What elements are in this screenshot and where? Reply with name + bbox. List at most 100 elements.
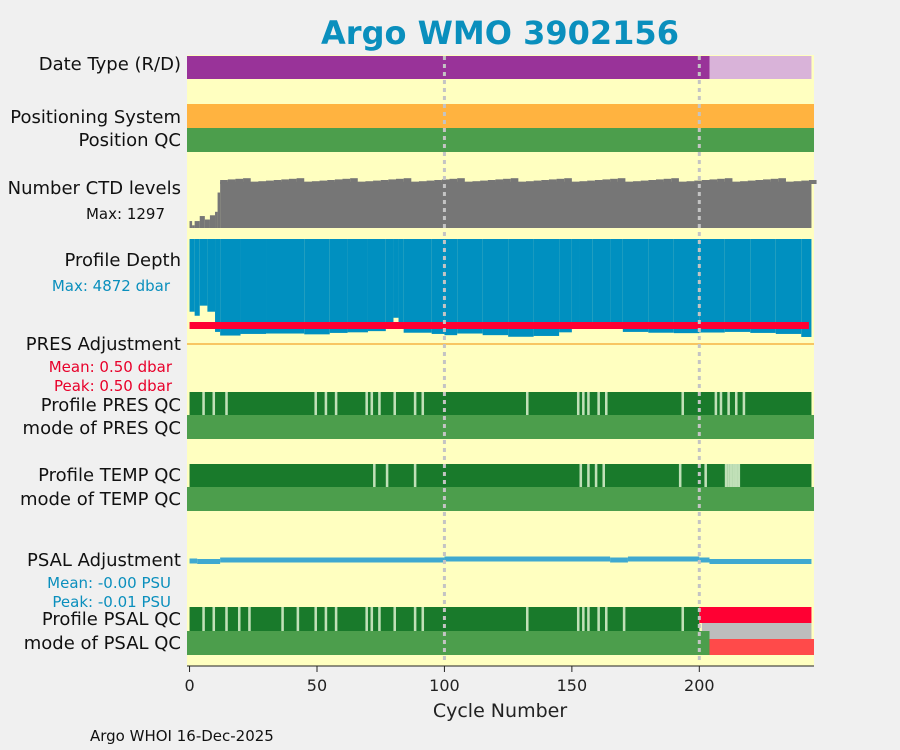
ctd-texture-24 (250, 181, 259, 186)
label-ctd-levels: Number CTD levels (8, 178, 181, 199)
x-axis: 0 50 100 150 200 Cycle Number (184, 665, 814, 722)
temp-qc-partial-156 (587, 464, 590, 487)
x-tick-label-50: 50 (307, 676, 327, 695)
depth-bar-2 (199, 239, 208, 306)
pres-qc-partial-206 (714, 392, 718, 415)
ctd-texture-114 (480, 180, 488, 185)
ctd-texture-174 (633, 181, 641, 186)
plot-background (187, 55, 814, 666)
ctd-texture-39 (288, 178, 297, 183)
ctd-texture-144 (556, 178, 565, 183)
depth-bar-9 (329, 239, 348, 333)
ctd-texture-120 (495, 179, 504, 184)
depth-bar-16 (431, 239, 445, 334)
ctd-texture-195 (686, 181, 695, 186)
ctd-texture-189 (671, 178, 679, 183)
psal-qc-partial-53 (324, 607, 328, 631)
psal-qc-gray-band (701, 623, 812, 639)
temp-qc-partial-72 (373, 464, 376, 487)
ctd-texture-21 (243, 178, 251, 183)
mode-temp-qc-band (187, 487, 814, 511)
ctd-texture-63 (350, 178, 358, 183)
ctd-bar-1 (192, 225, 195, 228)
ctd-texture-105 (457, 178, 465, 183)
ctd-texture-234 (785, 181, 794, 186)
ctd-texture-42 (296, 178, 305, 183)
ctd-texture-153 (579, 181, 588, 186)
psal-qc-partial-160 (597, 607, 600, 631)
pres-qc-partial-208 (719, 392, 723, 415)
ctd-texture-186 (663, 178, 672, 183)
date-real-time-band (187, 56, 710, 79)
x-tick-label-0: 0 (184, 676, 194, 695)
depth-bar-13 (393, 239, 399, 318)
pres-qc-partial-91 (421, 392, 425, 415)
depth-bar-32 (750, 239, 776, 333)
ctd-bar-0 (189, 221, 193, 228)
psal-adj-seg-3 (444, 556, 611, 562)
depth-bar-11 (367, 239, 386, 332)
psal-qc-partial-57 (334, 607, 338, 631)
psal-qc-partial-152 (576, 607, 580, 631)
label-profile-depth: Profile Depth (64, 250, 181, 271)
ctd-texture-51 (319, 180, 328, 185)
pres-qc-partial-71 (370, 392, 374, 415)
ctd-texture-57 (334, 179, 343, 184)
pres-qc-partial-160 (597, 392, 600, 415)
ctd-texture-27 (258, 181, 267, 186)
temp-qc-partial-211 (727, 464, 730, 487)
label-pres-adj-peak: Peak: 0.50 dbar (54, 377, 173, 395)
temp-qc-partial-153 (579, 464, 583, 487)
ctd-texture-93 (426, 180, 435, 185)
ctd-texture-78 (388, 179, 396, 184)
ctd-texture-66 (357, 181, 366, 186)
x-tick-label-100: 100 (429, 676, 460, 695)
label-psal-adjustment: PSAL Adjustment (27, 550, 181, 571)
psal-qc-partial-193 (681, 607, 685, 631)
ctd-texture-12 (220, 180, 228, 184)
psal-qc-partial-91 (421, 607, 425, 631)
footer-credit: Argo WHOI 16-Dec-2025 (90, 727, 274, 745)
pres-qc-partial-132 (525, 392, 529, 415)
reference-vlines (442, 56, 701, 664)
x-axis-label: Cycle Number (433, 700, 567, 722)
depth-bar-19 (482, 239, 509, 336)
pres-qc-partial-88 (413, 392, 417, 415)
psal-adj-seg-4 (610, 557, 628, 563)
ctd-texture-84 (403, 178, 412, 183)
depth-bar-34 (801, 239, 812, 337)
psal-qc-partial-170 (622, 607, 626, 631)
ctd-texture-243 (808, 180, 817, 184)
ctd-texture-183 (655, 179, 664, 184)
ctd-texture-219 (747, 180, 756, 185)
depth-bar-27 (622, 239, 649, 332)
ctd-texture-222 (755, 180, 764, 184)
depth-bar-23 (571, 239, 580, 326)
pres-qc-partial-49 (314, 392, 317, 415)
pres-qc-partial-214 (734, 392, 738, 415)
ctd-texture-204 (709, 179, 718, 184)
psal-qc-partial-14 (225, 607, 228, 631)
psal-qc-partial-163 (605, 607, 608, 631)
psal-adj-seg-6 (699, 557, 710, 563)
depth-bar-17 (444, 239, 458, 336)
depth-bar-15 (403, 239, 432, 333)
ctd-texture-45 (304, 181, 312, 186)
pres-qc-partial-5 (202, 392, 205, 415)
label-depth-max: Max: 4872 dbar (52, 277, 171, 295)
position-qc-bar (187, 128, 814, 152)
ctd-texture-102 (449, 178, 458, 183)
pres-qc-partial-152 (576, 392, 580, 415)
label-profile-temp-qc: Profile TEMP QC (38, 465, 181, 486)
ctd-texture-225 (763, 179, 771, 184)
x-tick-label-200: 200 (684, 676, 715, 695)
ctd-texture-30 (266, 180, 274, 185)
temp-qc-partial-77 (385, 464, 389, 487)
ctd-texture-132 (525, 181, 534, 186)
row-labels: Date Type (R/D) Positioning System Posit… (8, 54, 181, 654)
psal-qc-partial-132 (525, 607, 529, 631)
psal-adjustment-plot (189, 556, 812, 564)
depth-bar-20 (508, 239, 534, 337)
label-psal-adj-mean: Mean: -0.00 PSU (47, 574, 171, 592)
